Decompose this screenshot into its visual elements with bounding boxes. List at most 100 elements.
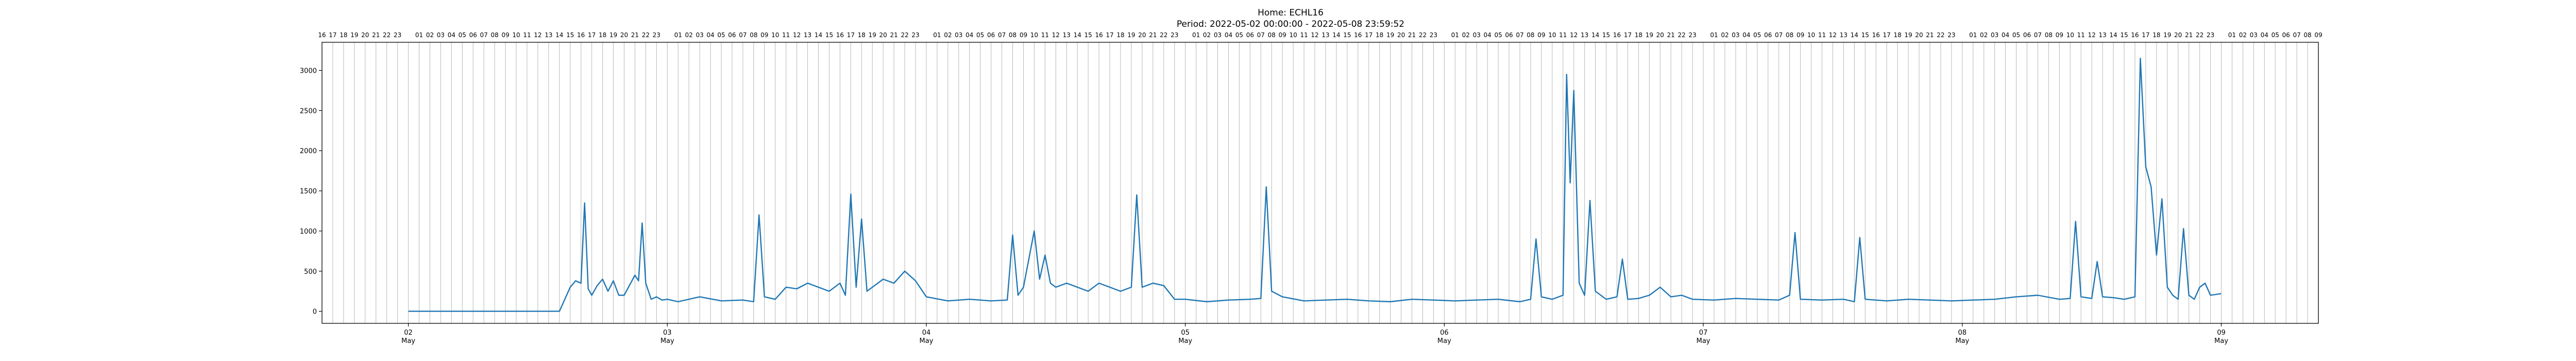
- hour-label: 03: [1473, 31, 1481, 39]
- hour-label: 18: [599, 31, 606, 39]
- hour-label: 12: [1311, 31, 1318, 39]
- hour-label: 02: [1203, 31, 1211, 39]
- hour-label: 14: [1591, 31, 1599, 39]
- hour-label: 19: [1127, 31, 1135, 39]
- hour-label: 04: [706, 31, 714, 39]
- hour-label: 07: [1775, 31, 1783, 39]
- hour-label: 18: [340, 31, 347, 39]
- hour-label: 23: [1171, 31, 1178, 39]
- hour-label: 06: [1505, 31, 1513, 39]
- hour-label: 04: [1484, 31, 1492, 39]
- hour-label: 08: [1527, 31, 1534, 39]
- hour-label: 23: [911, 31, 919, 39]
- hour-label: 20: [1656, 31, 1664, 39]
- hour-label: 01: [1192, 31, 1200, 39]
- chart-subtitle: Period: 2022-05-02 00:00:00 - 2022-05-08…: [1177, 19, 1404, 29]
- hour-label: 09: [1537, 31, 1545, 39]
- hour-label: 20: [1397, 31, 1405, 39]
- hour-label: 07: [1516, 31, 1523, 39]
- hour-label: 20: [620, 31, 628, 39]
- hour-label: 18: [1635, 31, 1642, 39]
- hour-label: 12: [534, 31, 541, 39]
- hour-label: 13: [1321, 31, 1329, 39]
- hour-label: 05: [1494, 31, 1502, 39]
- y-tick-label: 1000: [300, 228, 317, 236]
- hour-label: 13: [1063, 31, 1071, 39]
- hour-label: 10: [771, 31, 779, 39]
- x-tick-month-label: May: [1697, 337, 1710, 345]
- hour-label: 05: [2272, 31, 2279, 39]
- hour-label: 16: [1354, 31, 1362, 39]
- hour-label: 16: [836, 31, 844, 39]
- hour-label: 09: [1020, 31, 1027, 39]
- x-tick-day-label: 02: [404, 329, 413, 337]
- x-tick-day-label: 07: [1699, 329, 1708, 337]
- series-line: [408, 57, 2222, 312]
- hour-label: 17: [329, 31, 336, 39]
- hour-label: 15: [566, 31, 574, 39]
- x-tick-month-label: May: [920, 337, 934, 345]
- hour-label: 03: [437, 31, 445, 39]
- hour-label: 19: [869, 31, 876, 39]
- hour-label: 13: [1840, 31, 1848, 39]
- hour-label: 04: [1742, 31, 1750, 39]
- hour-label: 04: [2002, 31, 2009, 39]
- hour-label: 03: [955, 31, 962, 39]
- hour-label: 02: [426, 31, 434, 39]
- hour-label: 01: [2228, 31, 2236, 39]
- hour-label: 22: [383, 31, 391, 39]
- hour-label: 05: [2012, 31, 2020, 39]
- hour-label: 07: [1257, 31, 1265, 39]
- hour-label: 10: [1807, 31, 1815, 39]
- hour-label: 03: [1732, 31, 1739, 39]
- hour-label: 05: [1235, 31, 1243, 39]
- x-tick-month-label: May: [1437, 337, 1451, 345]
- hour-label: 20: [361, 31, 369, 39]
- hour-label: 12: [1052, 31, 1060, 39]
- hour-label: 22: [1419, 31, 1427, 39]
- hour-label: 02: [1462, 31, 1470, 39]
- hour-label: 22: [1678, 31, 1686, 39]
- hour-label: 21: [890, 31, 897, 39]
- hour-label: 22: [1937, 31, 1944, 39]
- hour-label: 06: [2282, 31, 2290, 39]
- hour-label: 04: [1225, 31, 1232, 39]
- hour-label: 03: [2250, 31, 2258, 39]
- hour-label: 18: [1893, 31, 1901, 39]
- hour-label: 02: [1980, 31, 1988, 39]
- hour-label: 16: [318, 31, 326, 39]
- hour-label: 10: [2066, 31, 2074, 39]
- hour-label: 13: [2098, 31, 2106, 39]
- hour-label: 17: [1883, 31, 1891, 39]
- hour-label: 22: [642, 31, 650, 39]
- hour-label: 01: [1969, 31, 1977, 39]
- hour-label: 19: [609, 31, 617, 39]
- hourly-grid: [321, 42, 2319, 323]
- hour-label: 04: [448, 31, 455, 39]
- hour-tick-labels: 16 17 18 19 20 21 22 23 01 02 03 04 05 06 07 08 09 10 11 12…: [318, 31, 2322, 39]
- hour-label: 06: [1764, 31, 1772, 39]
- hour-label: 10: [1289, 31, 1297, 39]
- hour-label: 11: [1559, 31, 1567, 39]
- hour-label: 10: [1030, 31, 1038, 39]
- hour-label: 04: [2261, 31, 2268, 39]
- hour-label: 05: [459, 31, 466, 39]
- hour-label: 23: [394, 31, 401, 39]
- hour-label: 06: [987, 31, 995, 39]
- hour-label: 13: [545, 31, 552, 39]
- hour-label: 16: [1872, 31, 1880, 39]
- hour-label: 12: [793, 31, 801, 39]
- hour-label: 02: [1721, 31, 1728, 39]
- hour-label: 09: [1279, 31, 1286, 39]
- hour-label: 17: [1624, 31, 1632, 39]
- hour-label: 15: [1084, 31, 1092, 39]
- hour-label: 07: [998, 31, 1006, 39]
- hour-label: 17: [847, 31, 855, 39]
- hour-label: 05: [1753, 31, 1761, 39]
- hour-label: 21: [1667, 31, 1675, 39]
- hour-label: 21: [1149, 31, 1157, 39]
- hour-label: 02: [2239, 31, 2247, 39]
- hour-label: 16: [1613, 31, 1621, 39]
- hour-label: 14: [2109, 31, 2117, 39]
